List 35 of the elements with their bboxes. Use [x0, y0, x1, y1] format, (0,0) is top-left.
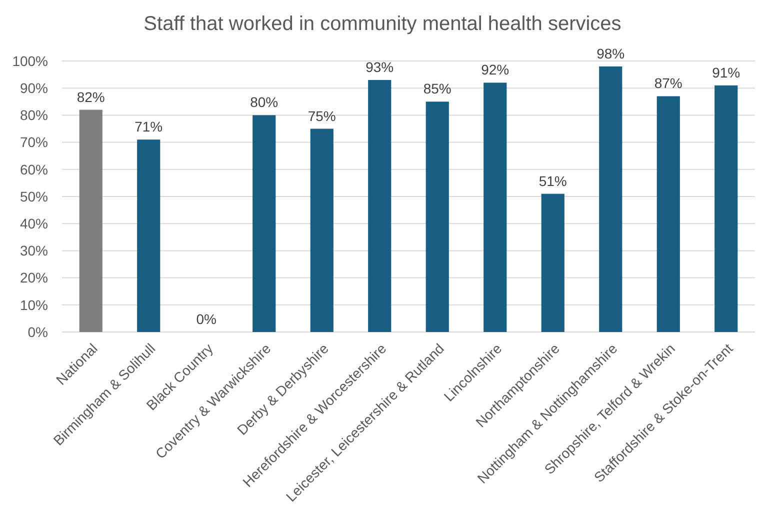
bar [541, 194, 564, 332]
bar [484, 82, 507, 332]
data-label: 98% [596, 45, 625, 62]
data-label: 75% [308, 108, 336, 124]
bar [137, 140, 160, 332]
data-label: 51% [538, 172, 567, 189]
y-tick-label: 90% [20, 80, 48, 96]
data-label: 80% [250, 94, 278, 110]
y-tick-label: 80% [20, 107, 48, 124]
y-tick-label: 10% [20, 296, 48, 313]
bar [368, 80, 392, 332]
chart-title: Staff that worked in community mental health services [144, 13, 622, 35]
y-tick-label: 50% [20, 188, 48, 204]
bar [656, 96, 680, 332]
bar [714, 85, 738, 332]
data-label: 93% [366, 58, 394, 75]
data-label: 82% [76, 88, 105, 105]
data-label: 71% [134, 118, 163, 135]
bar [599, 66, 622, 332]
data-label: 85% [423, 80, 452, 97]
data-label: 91% [712, 64, 740, 80]
bar [426, 102, 449, 332]
data-label: 0% [196, 311, 216, 327]
y-tick-label: 100% [12, 52, 48, 69]
y-tick-label: 70% [20, 134, 48, 150]
y-tick-label: 60% [20, 161, 48, 178]
y-tick-label: 30% [20, 242, 48, 259]
bar [310, 128, 334, 332]
bar [252, 115, 276, 332]
y-tick-label: 20% [20, 270, 48, 286]
y-tick-label: 0% [28, 324, 48, 340]
data-label: 92% [481, 62, 510, 78]
data-label: 87% [654, 75, 682, 92]
bar [79, 110, 102, 332]
y-tick-label: 40% [20, 216, 48, 232]
